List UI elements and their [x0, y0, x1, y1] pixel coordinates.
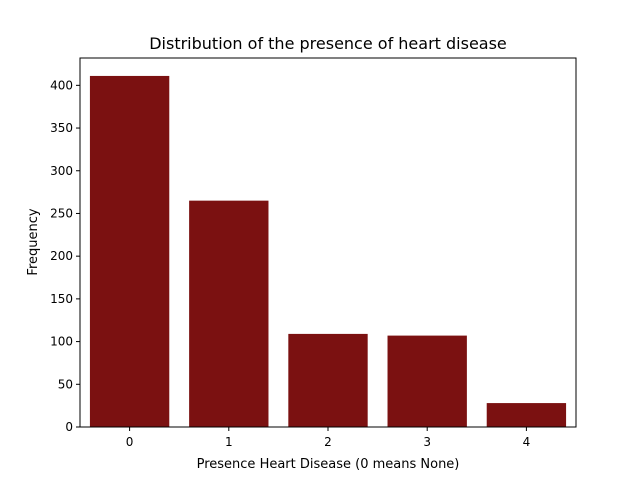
x-tick-label: 0	[126, 435, 134, 449]
y-tick-label: 300	[50, 164, 73, 178]
y-axis: 0 50 100 150 200 250 300 350 400	[50, 78, 80, 434]
bar-0	[89, 75, 170, 427]
x-axis-label: Presence Heart Disease (0 means None)	[197, 457, 460, 472]
y-tick-label: 400	[50, 78, 73, 92]
y-tick-label: 350	[50, 121, 73, 135]
y-tick-label: 150	[50, 292, 73, 306]
chart-title: Distribution of the presence of heart di…	[149, 34, 507, 53]
y-tick-label: 50	[58, 377, 73, 391]
x-axis: 0 1 2 3 4	[126, 427, 530, 449]
bar-2	[288, 333, 368, 427]
x-tick-label: 2	[324, 435, 332, 449]
y-axis-label: Frequency	[26, 208, 41, 275]
y-tick-label: 100	[50, 335, 73, 349]
bar-1	[189, 200, 269, 427]
bars-group	[89, 75, 567, 427]
x-tick-label: 3	[423, 435, 431, 449]
x-tick-label: 4	[523, 435, 531, 449]
y-tick-label: 200	[50, 249, 73, 263]
y-tick-label: 0	[65, 420, 73, 434]
bar-3	[387, 335, 467, 427]
x-tick-label: 1	[225, 435, 233, 449]
bar-4	[486, 403, 567, 427]
y-tick-label: 250	[50, 206, 73, 220]
